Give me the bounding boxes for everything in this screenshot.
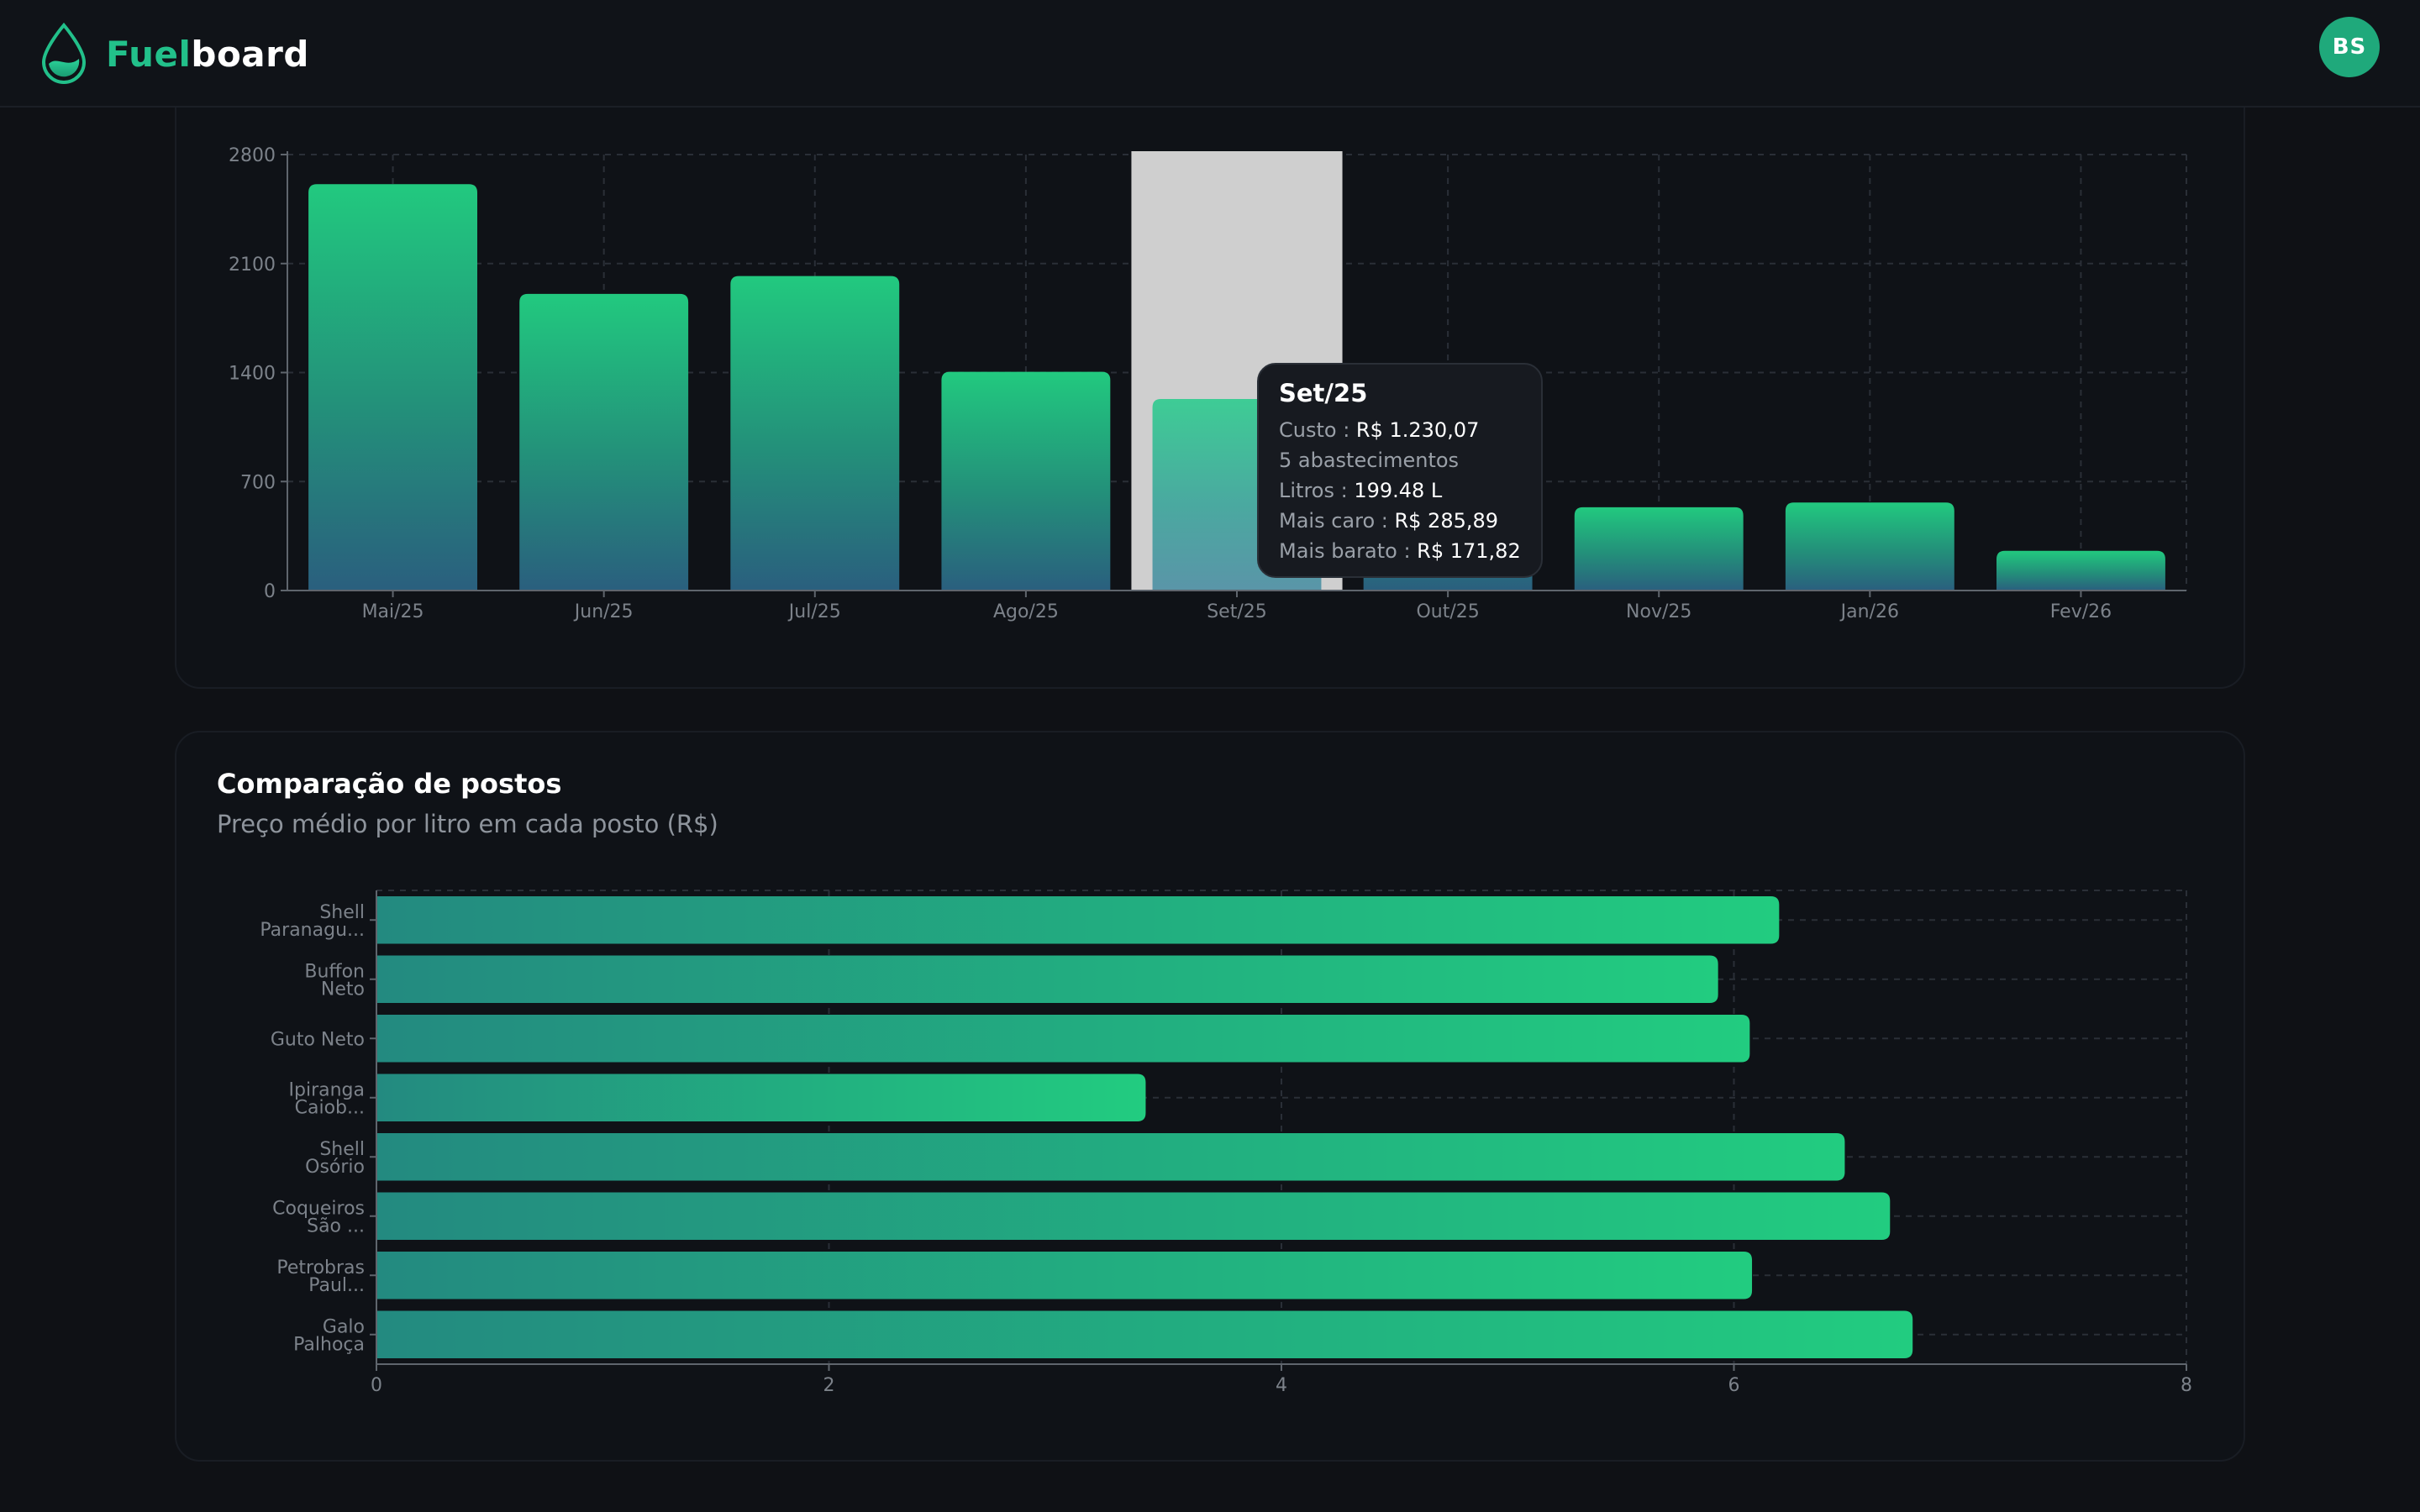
- y-category-label: Ipiranga: [289, 1079, 365, 1100]
- y-category-label: Osório: [305, 1157, 365, 1178]
- y-category-label: Paranagu...: [260, 920, 365, 941]
- brand-name-part2: board: [191, 33, 309, 75]
- user-avatar[interactable]: BS: [2319, 17, 2380, 77]
- y-category-label: Shell: [319, 902, 365, 923]
- tooltip-mais-barato-value: R$ 171,82: [1417, 539, 1521, 563]
- station-bar[interactable]: [376, 1015, 1750, 1063]
- tooltip-mais-barato-label: Mais barato :: [1279, 539, 1418, 563]
- tooltip-litros-row: Litros : 199.48 L: [1279, 475, 1521, 506]
- x-tick-label: Set/25: [1207, 601, 1267, 622]
- tooltip-mais-caro-value: R$ 285,89: [1394, 509, 1499, 533]
- bar-jun-25[interactable]: [519, 293, 689, 591]
- tooltip-title: Set/25: [1279, 379, 1368, 407]
- station-bar[interactable]: [376, 1252, 1753, 1299]
- bar-jan-26[interactable]: [1785, 502, 1954, 591]
- card-subtitle: Preço médio por litro em cada posto (R$): [217, 810, 718, 838]
- fuel-drop-icon: [41, 22, 87, 84]
- monthly-cost-chart: 0 700 1400 2100 2800 Mai/25 Jun/25 Jul/25 Ago/25…: [229, 145, 2187, 622]
- x-tick-label: Jul/25: [787, 601, 841, 622]
- bar-fev-26[interactable]: [1996, 550, 2165, 591]
- x-tick-label: 2: [823, 1375, 835, 1396]
- monthly-cost-card: 0 700 1400 2100 2800 Mai/25 Jun/25 Jul/25 Ago/25…: [175, 34, 2245, 689]
- tooltip-litros-label: Litros :: [1279, 479, 1355, 502]
- bar-mai-25[interactable]: [308, 184, 477, 591]
- y-category-label: Petrobras: [276, 1257, 365, 1278]
- tooltip-mais-barato-row: Mais barato : R$ 171,82: [1279, 536, 1521, 566]
- card-title: Comparação de postos: [217, 768, 562, 800]
- x-tick-label: Jun/25: [573, 601, 634, 622]
- bar-ago-25[interactable]: [941, 371, 1111, 591]
- x-tick-label: 0: [371, 1375, 382, 1396]
- tooltip-mais-caro-row: Mais caro : R$ 285,89: [1279, 506, 1521, 536]
- tooltip-litros-value: 199.48 L: [1354, 479, 1443, 502]
- tooltip-abastecimentos-row: 5 abastecimentos: [1279, 449, 1460, 472]
- y-category-label: Coqueiros: [272, 1198, 365, 1219]
- station-bar[interactable]: [376, 1310, 1913, 1358]
- brand-logo-link[interactable]: Fuel board: [39, 20, 309, 87]
- station-bar[interactable]: [376, 1192, 1891, 1240]
- station-bar[interactable]: [376, 1074, 1146, 1121]
- y-tick-label: 700: [240, 472, 276, 493]
- tooltip-mais-caro-label: Mais caro :: [1279, 509, 1395, 533]
- x-tick-label: 4: [1276, 1375, 1287, 1396]
- x-tick-label: 8: [2181, 1375, 2192, 1396]
- brand-name-part1: Fuel: [106, 33, 192, 75]
- y-category-label: Paul...: [308, 1275, 365, 1296]
- y-category-label: Caiob...: [295, 1097, 365, 1118]
- x-tick-label: Nov/25: [1626, 601, 1691, 622]
- y-tick-label: 0: [264, 581, 276, 602]
- station-comparison-card: Comparação de postos Preço médio por lit…: [175, 731, 2245, 1462]
- brand-name: Fuel board: [106, 34, 309, 75]
- top-bar: Fuel board BS: [0, 0, 2420, 108]
- tooltip-custo-row: Custo : R$ 1.230,07: [1279, 415, 1521, 445]
- x-tick-label: Out/25: [1416, 601, 1479, 622]
- y-category-label: São ...: [307, 1215, 365, 1236]
- y-category-label: Shell: [319, 1139, 365, 1160]
- x-tick-label: Mai/25: [362, 601, 424, 622]
- y-category-label: Galo: [323, 1316, 365, 1337]
- station-bar[interactable]: [376, 1133, 1845, 1181]
- x-tick-label: 6: [1728, 1375, 1740, 1396]
- y-category-label: Palhoça: [293, 1334, 365, 1355]
- y-tick-label: 2800: [229, 145, 276, 166]
- bar-jul-25[interactable]: [730, 276, 900, 591]
- y-category-label: Guto Neto: [271, 1029, 365, 1050]
- bar-nov-25[interactable]: [1574, 507, 1744, 591]
- y-category-label: Buffon: [304, 961, 365, 982]
- station-bar[interactable]: [376, 955, 1718, 1003]
- chart-tooltip: Set/25 Custo : R$ 1.230,07 5 abastecimen…: [1257, 363, 1543, 578]
- y-category-label: Neto: [321, 979, 365, 1000]
- tooltip-custo-label: Custo :: [1279, 418, 1356, 442]
- x-tick-label: Jan/26: [1839, 601, 1899, 622]
- y-tick-label: 1400: [229, 364, 276, 385]
- station-bar[interactable]: [376, 896, 1780, 944]
- y-tick-label: 2100: [229, 255, 276, 276]
- x-tick-label: Fev/26: [2050, 601, 2112, 622]
- x-tick-label: Ago/25: [993, 601, 1059, 622]
- tooltip-custo-value: R$ 1.230,07: [1355, 418, 1480, 442]
